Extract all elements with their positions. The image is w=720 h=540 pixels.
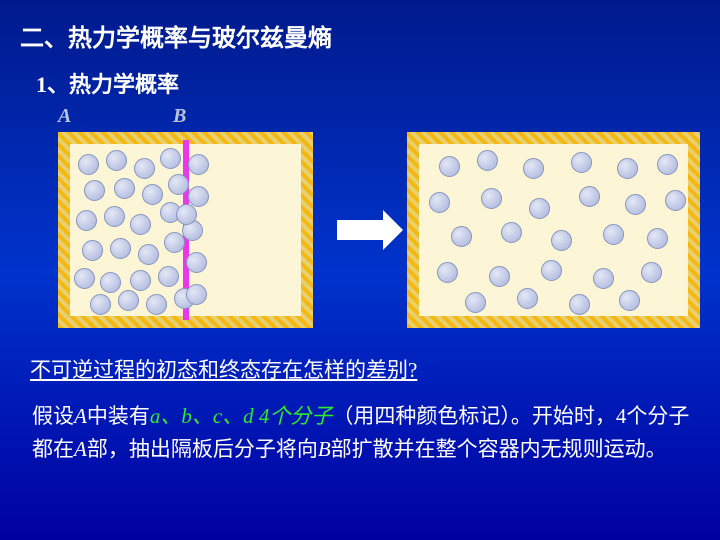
molecule bbox=[114, 178, 135, 199]
molecule bbox=[142, 184, 163, 205]
box-labels: A B bbox=[58, 105, 700, 128]
molecule bbox=[78, 154, 99, 175]
molecule bbox=[134, 158, 155, 179]
arrow-right bbox=[337, 220, 385, 240]
var-a: A bbox=[74, 404, 87, 428]
molecule bbox=[176, 204, 197, 225]
molecule bbox=[164, 232, 185, 253]
molecule bbox=[551, 230, 572, 251]
molecule bbox=[603, 224, 624, 245]
molecule bbox=[501, 222, 522, 243]
molecule bbox=[625, 194, 646, 215]
molecule bbox=[619, 290, 640, 311]
molecule bbox=[617, 158, 638, 179]
box-left-inner bbox=[70, 144, 301, 316]
molecule bbox=[186, 284, 207, 305]
label-a: A bbox=[58, 105, 168, 128]
molecule bbox=[481, 188, 502, 209]
molecule bbox=[429, 192, 450, 213]
molecule bbox=[517, 288, 538, 309]
section-title: 二、热力学概率与玻尔兹曼熵 bbox=[20, 18, 700, 53]
t: 假设 bbox=[32, 404, 74, 428]
molecule bbox=[130, 270, 151, 291]
molecule bbox=[647, 228, 668, 249]
label-b: B bbox=[173, 105, 283, 128]
molecule bbox=[579, 186, 600, 207]
molecule bbox=[106, 150, 127, 171]
molecule bbox=[437, 262, 458, 283]
diagram-row bbox=[58, 132, 700, 328]
molecule bbox=[138, 244, 159, 265]
molecule bbox=[523, 158, 544, 179]
t: 部扩散并在整个容器内无规则运动。 bbox=[331, 437, 667, 461]
green-text: a、b、c、d 4个分子 bbox=[150, 404, 333, 428]
molecule bbox=[158, 266, 179, 287]
t: a、b、c、d 4个分子 bbox=[150, 404, 333, 428]
molecule bbox=[104, 206, 125, 227]
molecule bbox=[477, 150, 498, 171]
t: 部，抽出隔板后分子将向 bbox=[87, 437, 318, 461]
molecule bbox=[168, 174, 189, 195]
molecule bbox=[76, 210, 97, 231]
t: 中装有 bbox=[87, 404, 150, 428]
molecule bbox=[439, 156, 460, 177]
subsection-title: 1、热力学概率 bbox=[36, 67, 700, 99]
molecule bbox=[74, 268, 95, 289]
molecule bbox=[569, 294, 590, 315]
box-left bbox=[58, 132, 313, 328]
question: 不可逆过程的初态和终态存在怎样的差别? bbox=[30, 354, 700, 384]
molecule bbox=[160, 148, 181, 169]
molecule bbox=[84, 180, 105, 201]
molecule bbox=[188, 186, 209, 207]
var-b: B bbox=[318, 437, 331, 461]
molecule bbox=[186, 252, 207, 273]
molecule bbox=[489, 266, 510, 287]
molecule bbox=[118, 290, 139, 311]
slide: 二、热力学概率与玻尔兹曼熵 1、热力学概率 A B 不可逆过程的初态和终态存在怎… bbox=[0, 0, 720, 540]
molecule bbox=[571, 152, 592, 173]
molecule bbox=[529, 198, 550, 219]
molecule bbox=[593, 268, 614, 289]
molecule bbox=[641, 262, 662, 283]
molecule bbox=[188, 154, 209, 175]
molecule bbox=[465, 292, 486, 313]
molecule bbox=[541, 260, 562, 281]
molecule bbox=[110, 238, 131, 259]
molecule bbox=[100, 272, 121, 293]
molecule bbox=[146, 294, 167, 315]
var-a2: A bbox=[74, 437, 87, 461]
molecule bbox=[82, 240, 103, 261]
molecule bbox=[451, 226, 472, 247]
box-right-inner bbox=[419, 144, 688, 316]
molecule bbox=[657, 154, 678, 175]
molecule bbox=[665, 190, 686, 211]
molecule bbox=[90, 294, 111, 315]
paragraph: 假设A中装有a、b、c、d 4个分子（用四种颜色标记）。开始时，4个分子都在A部… bbox=[32, 400, 690, 465]
box-right bbox=[407, 132, 700, 328]
molecule bbox=[130, 214, 151, 235]
